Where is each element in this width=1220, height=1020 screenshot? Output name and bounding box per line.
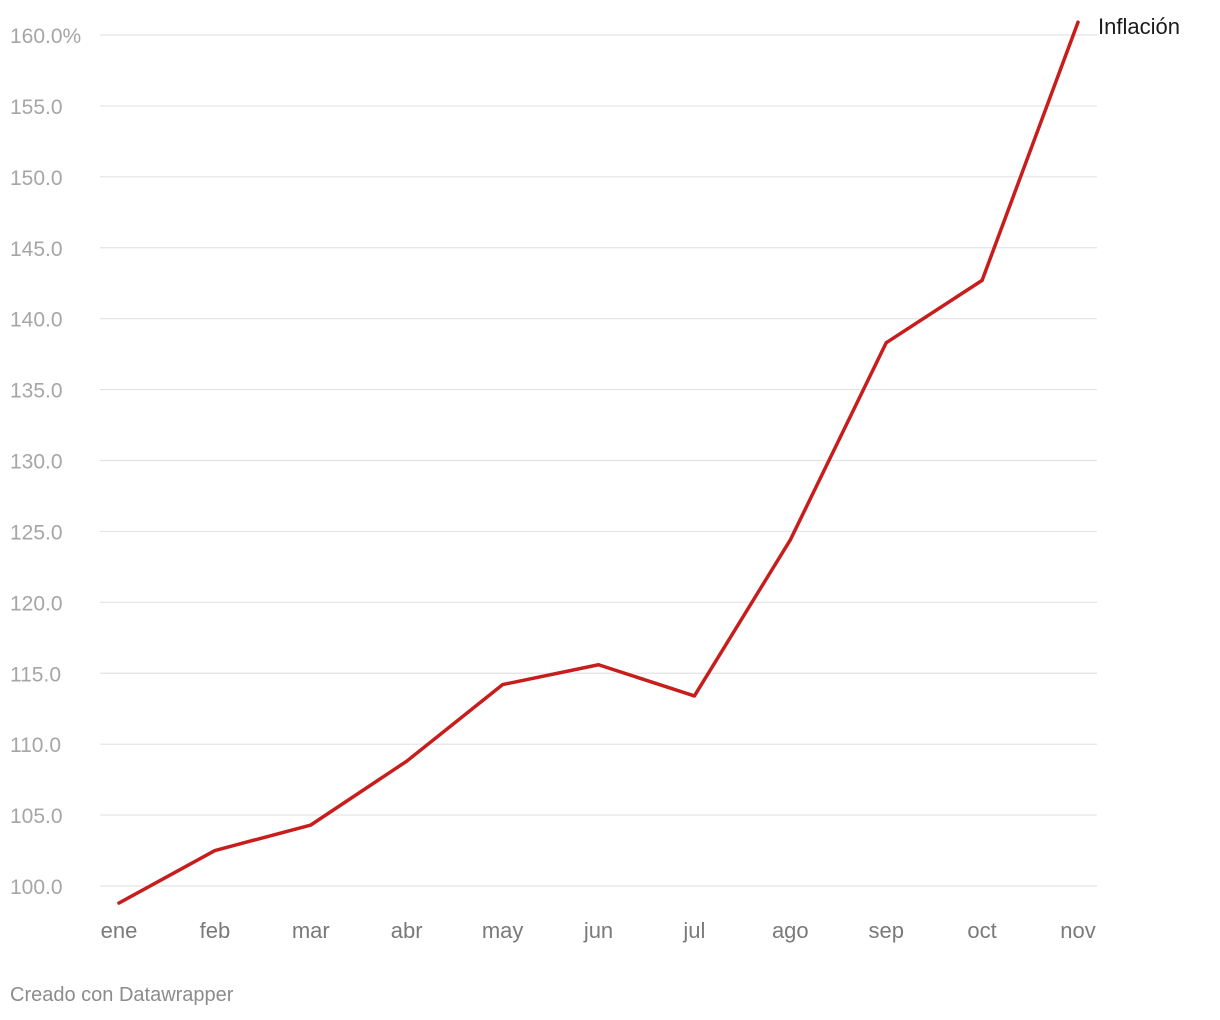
credit-text: Creado con Datawrapper (10, 984, 234, 1006)
line-chart: 100.0 105.0 110.0 115.0 120.0 125.0 130.0 135.0… (10, 14, 1180, 943)
y-tick-label: 120.0 (10, 592, 63, 615)
data-point (117, 901, 121, 905)
x-tick-label: ago (772, 918, 809, 943)
y-tick-label: 100.0 (10, 876, 63, 899)
x-tick-label: ene (101, 918, 138, 943)
y-tick-label: 135.0 (10, 380, 63, 403)
x-tick-label: abr (391, 918, 423, 943)
y-tick-label: 155.0 (10, 96, 63, 119)
series-line (117, 20, 1080, 905)
x-tick-label: jun (583, 918, 613, 943)
data-point (309, 823, 313, 827)
y-axis-ticks: 100.0 105.0 110.0 115.0 120.0 125.0 130.0 135.0… (10, 25, 81, 899)
data-point (884, 341, 888, 345)
data-point (405, 759, 409, 763)
y-tick-label: 110.0 (10, 734, 61, 757)
data-point (213, 848, 217, 853)
y-tick-label: 105.0 (10, 805, 63, 828)
y-tick-label: 150.0 (10, 167, 63, 190)
x-tick-label: may (482, 918, 524, 943)
x-tick-label: oct (967, 918, 996, 943)
x-axis-ticks: ene feb mar abr may jun jul ago sep oct nov (101, 918, 1096, 943)
y-tick-label: 125.0 (10, 521, 63, 544)
data-point (1076, 20, 1080, 24)
x-tick-label: mar (292, 918, 330, 943)
data-point (980, 278, 984, 282)
data-point (692, 694, 697, 698)
data-point (596, 663, 601, 667)
y-tick-label: 145.0 (10, 238, 63, 261)
x-tick-label: jul (682, 918, 705, 943)
y-tick-label: 160.0% (10, 25, 81, 48)
y-tick-label: 115.0 (10, 663, 61, 686)
y-tick-label: 140.0 (10, 309, 63, 332)
series-label: Inflación (1098, 14, 1180, 39)
data-point (501, 682, 505, 687)
x-tick-label: sep (868, 918, 903, 943)
series-group: Inflación (117, 14, 1180, 905)
y-tick-label: 130.0 (10, 451, 63, 474)
x-tick-label: nov (1060, 918, 1095, 943)
data-point (788, 538, 792, 542)
x-tick-label: feb (200, 918, 231, 943)
gridlines (100, 34, 1097, 887)
